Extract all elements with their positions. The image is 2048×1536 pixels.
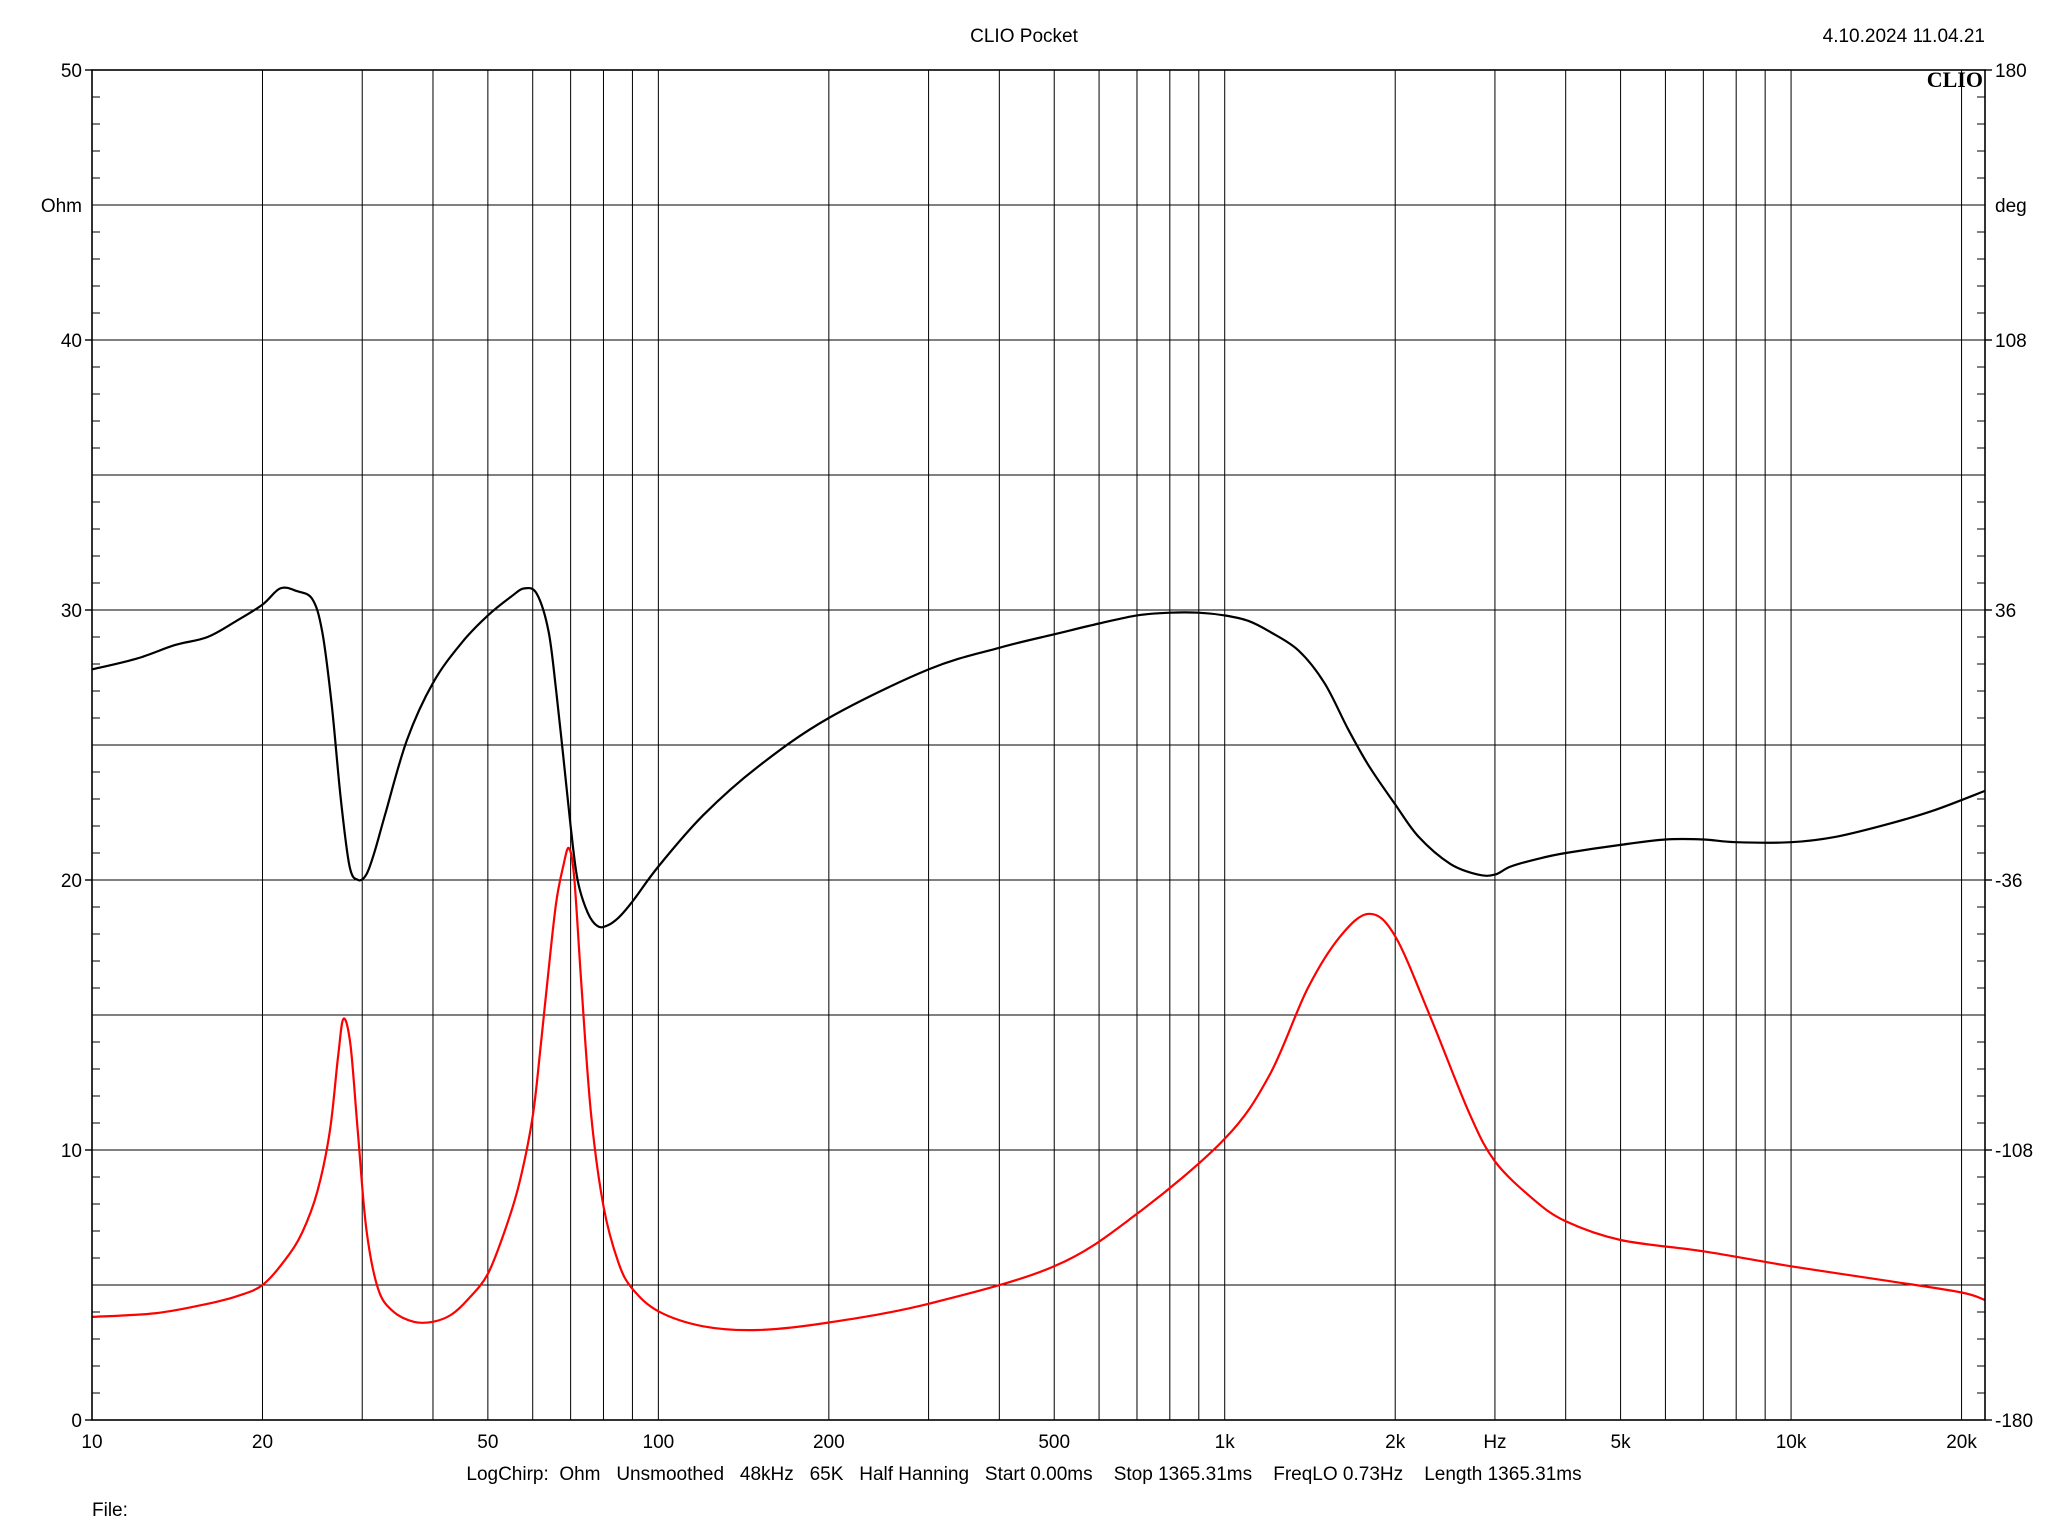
impedance-magnitude-line: [91, 586, 1986, 929]
right-tick-label: -108: [1995, 1141, 2033, 1162]
x-tick-label: 200: [813, 1432, 845, 1453]
left-tick-label: 30: [61, 601, 82, 622]
x-tick-label: 50: [477, 1432, 498, 1453]
left-tick-label: 10: [61, 1141, 82, 1162]
x-tick-label: 20: [252, 1432, 273, 1453]
measurement-datetime: 4.10.2024 11.04.21: [1823, 26, 1985, 47]
left-tick-label: 20: [61, 871, 82, 892]
clio-logo: CLIO: [1927, 67, 1983, 92]
right-tick-label: -36: [1995, 871, 2022, 892]
left-axis-unit: Ohm: [41, 196, 82, 217]
grid: [92, 70, 1985, 1420]
x-tick-label: 10k: [1776, 1432, 1807, 1453]
x-tick-label: 1k: [1215, 1432, 1236, 1453]
measurement-settings: LogChirp: Ohm Unsmoothed 48kHz 65K Half …: [466, 1464, 1581, 1485]
right-tick-label: 180: [1995, 61, 2027, 82]
plot-frame: [91, 69, 1986, 1421]
right-tick-label: 108: [1995, 331, 2027, 352]
left-tick-label: 50: [61, 61, 82, 82]
left-tick-label: 0: [71, 1411, 82, 1432]
x-tick-label: 2k: [1385, 1432, 1406, 1453]
x-axis-unit: Hz: [1483, 1432, 1506, 1453]
x-tick-label: 20k: [1946, 1432, 1977, 1453]
right-tick-label: -180: [1995, 1411, 2033, 1432]
x-tick-label: 100: [643, 1432, 675, 1453]
x-tick-label: 500: [1038, 1432, 1070, 1453]
impedance-phase-line: [91, 846, 1986, 1332]
series-layer: [91, 586, 1986, 1332]
right-tick-label: 36: [1995, 601, 2016, 622]
x-tick-label: 10: [81, 1432, 102, 1453]
chart-title: CLIO Pocket: [970, 26, 1078, 47]
right-axis-unit: deg: [1995, 196, 2027, 217]
left-tick-label: 40: [61, 331, 82, 352]
file-label: File:: [92, 1500, 128, 1521]
x-tick-label: 5k: [1611, 1432, 1632, 1453]
